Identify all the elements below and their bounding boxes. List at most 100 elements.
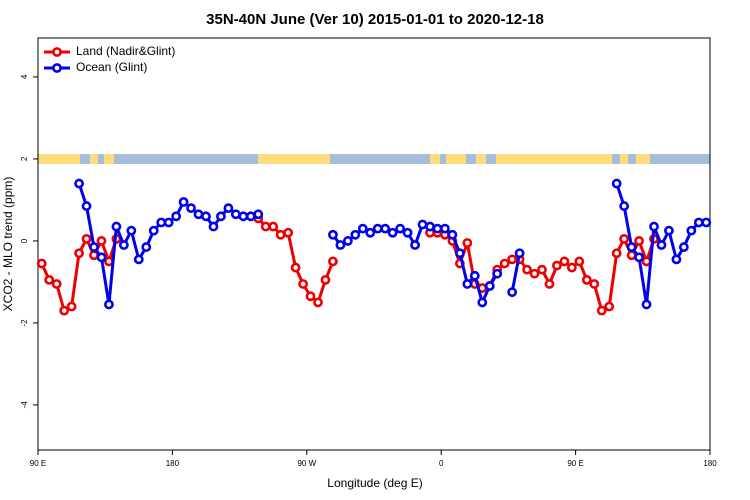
data-point bbox=[581, 274, 592, 285]
data-point bbox=[268, 221, 279, 232]
data-point bbox=[671, 254, 682, 265]
data-point bbox=[454, 248, 465, 259]
data-point bbox=[477, 297, 488, 308]
x-tick-label: 180 bbox=[166, 459, 180, 468]
data-point bbox=[641, 299, 652, 310]
y-tick-label: 4 bbox=[20, 74, 29, 79]
data-point bbox=[701, 217, 712, 228]
y-tick-label: -2 bbox=[20, 319, 29, 327]
data-point bbox=[290, 262, 301, 273]
data-point bbox=[432, 223, 443, 234]
data-point bbox=[320, 274, 331, 285]
data-point bbox=[664, 225, 674, 236]
data-point bbox=[365, 227, 376, 238]
data-point bbox=[440, 223, 450, 234]
data-point bbox=[686, 225, 697, 236]
data-point bbox=[193, 209, 204, 220]
data-point bbox=[335, 240, 346, 250]
data-point bbox=[186, 203, 196, 214]
data-point bbox=[298, 279, 308, 289]
y-tick-label: -4 bbox=[20, 401, 29, 409]
data-point bbox=[693, 217, 704, 228]
x-tick-label: 90 W bbox=[297, 459, 316, 468]
data-point bbox=[156, 217, 167, 228]
data-point bbox=[111, 221, 122, 232]
data-point bbox=[148, 225, 159, 236]
data-point bbox=[89, 242, 99, 252]
land-ocean-strip bbox=[38, 154, 710, 164]
data-point bbox=[611, 248, 622, 259]
data-point bbox=[104, 299, 114, 310]
data-point bbox=[96, 252, 107, 263]
legend-label: Ocean (Glint) bbox=[76, 60, 147, 74]
data-point bbox=[589, 279, 600, 289]
x-tick-label: 0 bbox=[439, 459, 444, 468]
data-point bbox=[447, 229, 458, 240]
data-point bbox=[537, 264, 547, 275]
data-point bbox=[469, 270, 480, 281]
data-point bbox=[81, 201, 92, 211]
x-axis-label: Longitude (deg E) bbox=[327, 476, 422, 490]
data-point bbox=[260, 221, 271, 232]
data-point bbox=[81, 233, 92, 244]
data-point bbox=[96, 236, 107, 246]
y-axis-label: XCO2 - MLO trend (ppm) bbox=[1, 177, 15, 312]
data-point bbox=[178, 197, 189, 207]
data-point bbox=[253, 209, 264, 220]
plot-frame bbox=[37, 37, 711, 451]
data-point bbox=[529, 268, 540, 279]
data-point bbox=[402, 227, 413, 238]
x-tick-label: 90 E bbox=[30, 459, 46, 468]
data-point bbox=[66, 301, 77, 312]
data-point bbox=[507, 254, 518, 265]
data-point bbox=[74, 178, 84, 189]
data-point bbox=[514, 248, 525, 259]
data-point bbox=[126, 225, 137, 236]
data-point bbox=[74, 248, 84, 259]
data-point bbox=[410, 240, 420, 250]
data-point bbox=[141, 242, 152, 252]
data-point bbox=[499, 258, 510, 269]
data-point bbox=[238, 211, 249, 222]
data-point bbox=[133, 254, 144, 265]
data-point bbox=[328, 256, 338, 267]
data-point bbox=[596, 305, 607, 316]
data-point bbox=[357, 223, 368, 234]
data-point bbox=[275, 229, 286, 240]
data-point bbox=[566, 262, 577, 273]
data-point bbox=[313, 297, 323, 308]
data-point bbox=[552, 260, 562, 271]
y-tick-label: 2 bbox=[20, 156, 29, 161]
data-point bbox=[59, 305, 70, 316]
data-point bbox=[395, 223, 406, 234]
data-point bbox=[634, 236, 644, 246]
data-point bbox=[619, 201, 630, 211]
data-point bbox=[342, 236, 353, 246]
data-point bbox=[328, 229, 338, 240]
data-point bbox=[544, 279, 555, 289]
data-point bbox=[425, 221, 435, 232]
data-point bbox=[305, 291, 316, 302]
legend-label: Land (Nadir&Glint) bbox=[76, 44, 175, 58]
data-point bbox=[492, 268, 503, 279]
data-point bbox=[462, 279, 473, 289]
legend-marker bbox=[52, 47, 62, 57]
data-point bbox=[208, 221, 219, 232]
data-point bbox=[507, 287, 518, 298]
data-point bbox=[372, 223, 383, 234]
data-point bbox=[634, 252, 644, 263]
data-point bbox=[417, 219, 428, 230]
data-point bbox=[649, 221, 659, 232]
data-point bbox=[216, 211, 226, 222]
y-tick-label: 0 bbox=[20, 238, 29, 243]
data-point bbox=[44, 274, 55, 285]
data-point bbox=[230, 209, 241, 220]
data-point bbox=[245, 211, 256, 222]
data-point bbox=[656, 240, 667, 250]
data-point bbox=[611, 178, 622, 189]
data-point bbox=[163, 217, 174, 228]
data-point bbox=[678, 242, 689, 252]
chart-title: 35N-40N June (Ver 10) 2015-01-01 to 2020… bbox=[206, 11, 544, 28]
data-point bbox=[462, 238, 473, 248]
